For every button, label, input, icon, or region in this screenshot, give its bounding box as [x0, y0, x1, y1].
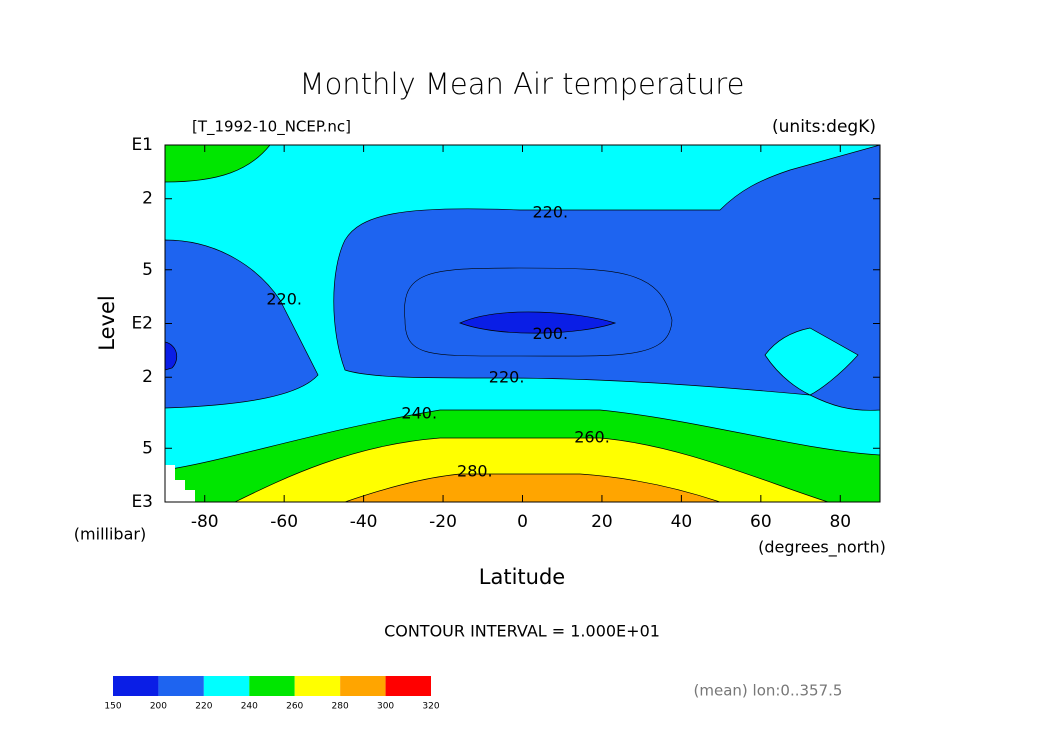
- colorbar-label: 220: [195, 702, 212, 712]
- contour-label: 220.: [266, 290, 302, 309]
- colorbar-swatch: [340, 676, 386, 696]
- contour-line: [404, 267, 673, 357]
- x-units: (degrees_north): [758, 538, 886, 558]
- colorbar-label: 300: [377, 702, 394, 712]
- contour-interval: CONTOUR INTERVAL = 1.000E+01: [384, 622, 660, 641]
- colorbar-swatch: [158, 676, 204, 696]
- x-tick-label: -80: [191, 512, 219, 532]
- colorbar-swatch: [113, 676, 159, 696]
- colorbar-label: 150: [104, 702, 121, 712]
- contour-label: 240.: [401, 403, 437, 422]
- x-tick-label: -40: [350, 512, 378, 532]
- contour-label: 200.: [532, 324, 568, 343]
- file-label: [T_1992-10_NCEP.nc]: [192, 118, 351, 137]
- colorbar-swatch: [294, 676, 341, 696]
- y-tick-label: E3: [131, 492, 153, 512]
- y-tick-label: 5: [142, 260, 153, 280]
- contour-label: 260.: [574, 428, 610, 447]
- contour-field: [165, 145, 880, 502]
- contour-band: [459, 311, 617, 334]
- colorbar-label: 320: [422, 702, 439, 712]
- y-tick-label: 5: [142, 438, 153, 458]
- x-tick-label: 80: [829, 512, 851, 532]
- footnote: (mean) lon:0..357.5: [694, 682, 843, 700]
- x-tick-label: -60: [270, 512, 298, 532]
- contour-label: 280.: [457, 461, 493, 480]
- colorbar-swatch: [385, 676, 431, 696]
- x-axis-title: Latitude: [479, 565, 565, 589]
- colorbar-swatch: [203, 676, 250, 696]
- colorbar-label: 280: [332, 702, 349, 712]
- y-units: (millibar): [74, 525, 146, 544]
- x-tick-label: 0: [517, 512, 528, 532]
- contour-band: [165, 341, 178, 371]
- contour-label: 220.: [532, 202, 568, 221]
- colorbar-label: 240: [241, 702, 258, 712]
- contour-band: [234, 437, 829, 502]
- colorbar-label: 260: [286, 702, 303, 712]
- colorbar-swatch: [249, 676, 295, 696]
- x-tick-label: 20: [591, 512, 613, 532]
- colorbar-label: 200: [150, 702, 167, 712]
- units-label: (units:degK): [772, 117, 876, 137]
- contour-band: [344, 473, 721, 502]
- x-tick-label: 60: [750, 512, 772, 532]
- x-tick-label: -20: [429, 512, 457, 532]
- x-tick-label: 40: [671, 512, 693, 532]
- contour-band: [165, 239, 319, 409]
- chart-title: Monthly Mean Air temperature: [300, 67, 745, 101]
- y-tick-label: E2: [131, 314, 153, 334]
- y-tick-label: E1: [131, 135, 153, 155]
- y-axis-title: Level: [95, 295, 119, 350]
- y-tick-label: 2: [142, 189, 153, 209]
- contour-label: 220.: [489, 368, 525, 387]
- y-tick-label: 2: [142, 367, 153, 387]
- contour-band: [764, 327, 859, 396]
- contour-band: [165, 145, 271, 183]
- missing-data: [165, 465, 195, 502]
